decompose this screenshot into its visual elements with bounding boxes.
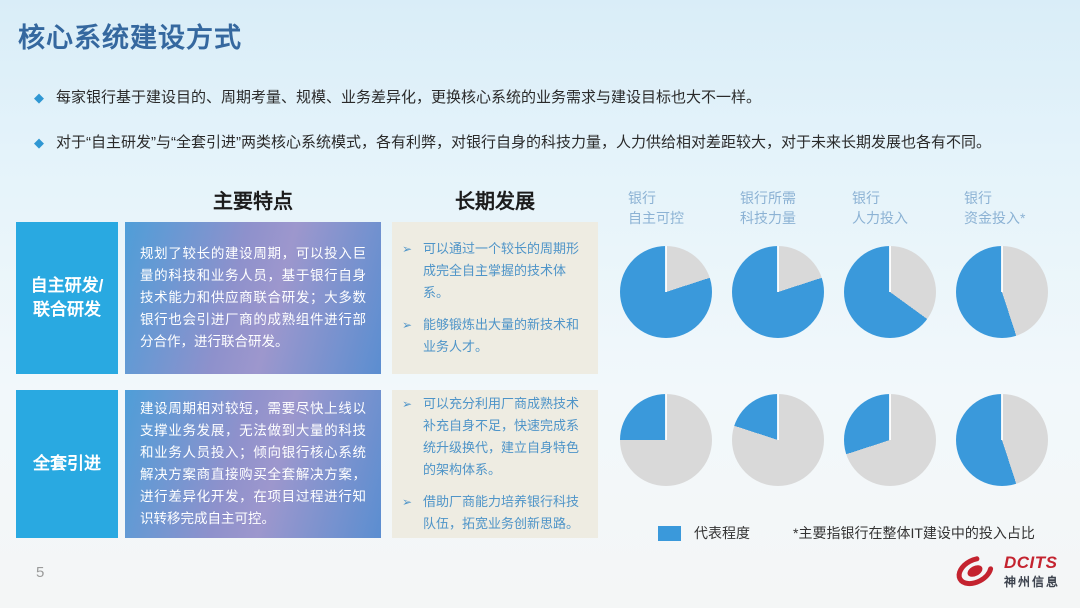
bullet-point: ◆ 每家银行基于建设目的、周期考量、规模、业务差异化，更换核心系统的业务需求与建… bbox=[34, 88, 1044, 108]
development-cell: ➢ 可以通过一个较长的周期形成完全自主掌握的技术体系。 ➢ 能够锻炼出大量的新技… bbox=[392, 222, 598, 374]
logo-text-en: DCITS bbox=[1004, 552, 1058, 572]
pie-row-full-import bbox=[620, 394, 1048, 486]
dev-item-text: 可以充分利用厂商成熟技术补充自身不足，快速完成系统升级换代，建立自身特色的架构体… bbox=[423, 396, 580, 477]
chart-legend: 代表程度 *主要指银行在整体IT建设中的投入占比 bbox=[658, 523, 1035, 543]
arrow-bullet-icon: ➢ bbox=[402, 495, 413, 509]
pie-chart bbox=[620, 394, 712, 486]
bullet-text: 对于“自主研发”与“全套引进”两类核心系统模式，各有利弊，对银行自身的科技力量，… bbox=[56, 134, 991, 151]
bullet-text: 每家银行基于建设目的、周期考量、规模、业务差异化，更换核心系统的业务需求与建设目… bbox=[56, 89, 762, 106]
pie-chart bbox=[956, 246, 1048, 338]
diamond-bullet-icon: ◆ bbox=[34, 90, 44, 105]
pie-chart bbox=[844, 246, 936, 338]
pie-chart bbox=[620, 246, 712, 338]
row-label-self-dev: 自主研发/联合研发 bbox=[16, 222, 118, 374]
features-cell: 规划了较长的建设周期，可以投入巨量的科技和业务人员，基于银行自身技术能力和供应商… bbox=[125, 222, 381, 374]
dcits-logo: DCITS 神州信息 bbox=[952, 552, 1060, 590]
arrow-bullet-icon: ➢ bbox=[402, 318, 413, 332]
arrow-bullet-icon: ➢ bbox=[402, 242, 413, 256]
features-cell: 建设周期相对较短，需要尽快上线以支撑业务发展，无法做到大量的科技和业务人员投入；… bbox=[125, 390, 381, 538]
dev-item: ➢ 能够锻炼出大量的新技术和业务人才。 bbox=[402, 314, 588, 358]
page-title: 核心系统建设方式 bbox=[18, 23, 242, 53]
page-number: 5 bbox=[36, 564, 45, 581]
dev-item: ➢ 可以通过一个较长的周期形成完全自主掌握的技术体系。 bbox=[402, 238, 588, 304]
logo-text-block: DCITS 神州信息 bbox=[1004, 553, 1060, 590]
arrow-bullet-icon: ➢ bbox=[402, 397, 413, 411]
logo-text-cn: 神州信息 bbox=[1004, 574, 1061, 589]
column-header-features: 主要特点 bbox=[213, 191, 293, 213]
pie-column-header-manpower: 银行 人力投入 bbox=[852, 190, 908, 226]
legend-note: *主要指银行在整体IT建设中的投入占比 bbox=[793, 525, 1035, 541]
bullet-point: ◆ 对于“自主研发”与“全套引进”两类核心系统模式，各有利弊，对银行自身的科技力… bbox=[34, 133, 1044, 153]
pie-chart bbox=[732, 246, 824, 338]
dev-item-text: 借助厂商能力培养银行科技队伍，拓宽业务创新思路。 bbox=[423, 494, 580, 531]
pie-row-self-dev bbox=[620, 246, 1048, 338]
pie-chart bbox=[844, 394, 936, 486]
pie-column-header-autonomy: 银行 自主可控 bbox=[628, 190, 684, 226]
pie-chart bbox=[732, 394, 824, 486]
dev-item-text: 可以通过一个较长的周期形成完全自主掌握的技术体系。 bbox=[423, 241, 580, 300]
dev-item: ➢ 可以充分利用厂商成熟技术补充自身不足，快速完成系统升级换代，建立自身特色的架… bbox=[402, 393, 588, 481]
pie-column-header-capital: 银行 资金投入* bbox=[964, 190, 1026, 226]
development-cell: ➢ 可以充分利用厂商成熟技术补充自身不足，快速完成系统升级换代，建立自身特色的架… bbox=[392, 390, 598, 538]
legend-swatch bbox=[658, 525, 681, 541]
logo-swirl-icon bbox=[956, 555, 994, 587]
row-label-full-import: 全套引进 bbox=[16, 390, 118, 538]
dev-item-text: 能够锻炼出大量的新技术和业务人才。 bbox=[423, 317, 580, 354]
column-header-development: 长期发展 bbox=[455, 191, 535, 213]
pie-column-header-tech: 银行所需 科技力量 bbox=[740, 190, 796, 226]
legend-label: 代表程度 bbox=[694, 525, 750, 541]
pie-chart bbox=[956, 394, 1048, 486]
dev-item: ➢ 借助厂商能力培养银行科技队伍，拓宽业务创新思路。 bbox=[402, 491, 588, 535]
diamond-bullet-icon: ◆ bbox=[34, 135, 44, 150]
